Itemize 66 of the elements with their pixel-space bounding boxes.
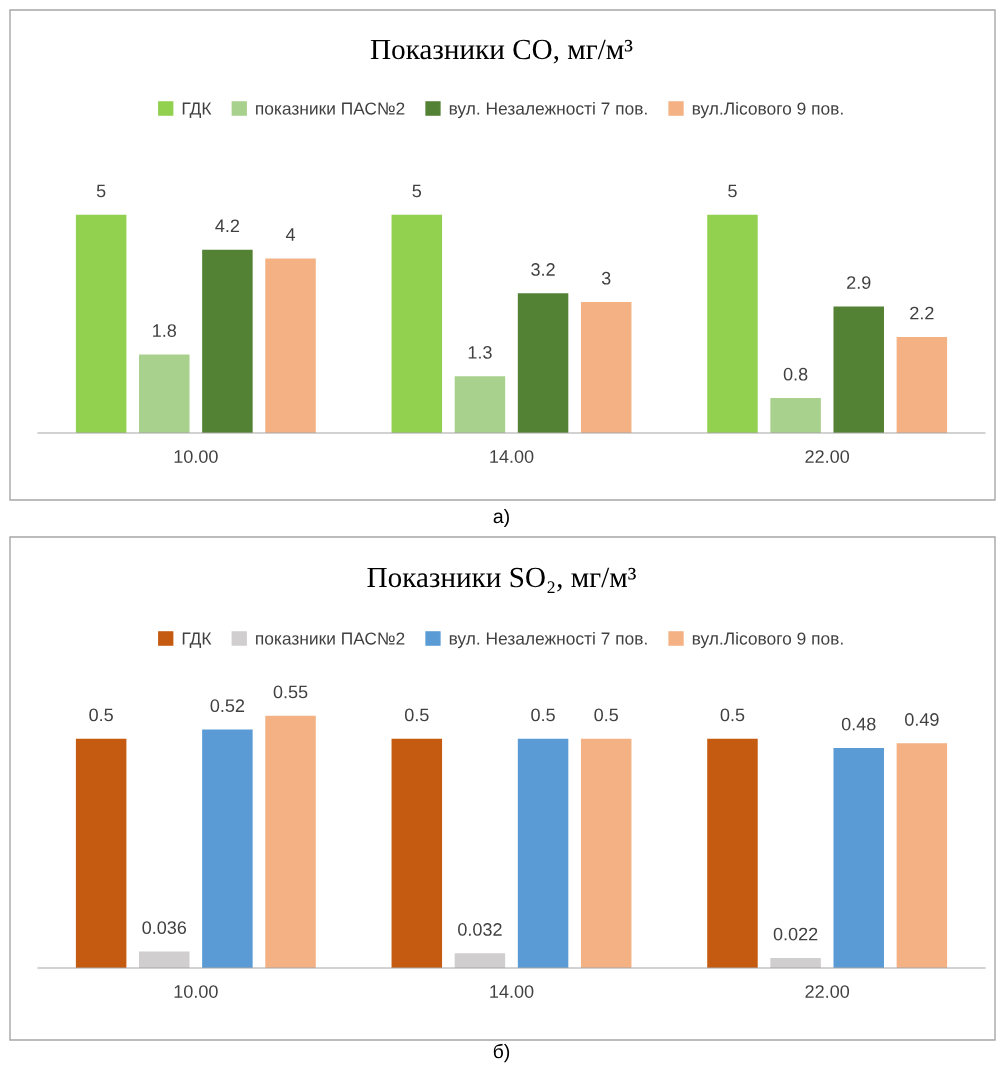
bar xyxy=(833,747,884,968)
x-tick-label: 14.00 xyxy=(490,985,534,998)
data-label: 5 xyxy=(412,184,422,198)
bar xyxy=(770,957,821,968)
data-label: 5 xyxy=(728,184,737,198)
bar xyxy=(265,258,316,433)
bar xyxy=(517,738,569,968)
legend-label: показники ПАС№2 xyxy=(256,632,405,645)
data-label: 0.52 xyxy=(210,699,245,713)
data-label: 1.8 xyxy=(153,324,177,337)
legend-label: показники ПАС№2 xyxy=(256,102,405,115)
data-label: 0.032 xyxy=(458,923,502,936)
bar xyxy=(517,293,569,433)
data-label: 0.5 xyxy=(404,708,429,722)
data-label: 0.022 xyxy=(773,927,818,941)
data-label: 5 xyxy=(96,184,106,198)
data-label: 3.2 xyxy=(531,263,555,276)
data-label: 2.2 xyxy=(910,306,934,320)
data-label: 0.55 xyxy=(273,685,308,699)
legend-label: вул. Незалежності 7 пов. xyxy=(449,631,647,649)
data-label: 0.036 xyxy=(142,921,187,935)
legend-label: вул. Незалежності 7 пов. xyxy=(449,101,647,119)
x-tick-label: 10.00 xyxy=(174,985,218,998)
data-label: 4.2 xyxy=(215,219,240,233)
text: а) xyxy=(493,508,509,528)
x-tick-label: 10.00 xyxy=(174,450,218,463)
bar xyxy=(770,398,821,433)
data-label: 3 xyxy=(601,271,611,285)
legend-label: вул.Лісового 9 пов. xyxy=(692,631,843,649)
bar xyxy=(75,214,127,433)
bar xyxy=(833,306,884,433)
data-label: 0.49 xyxy=(905,713,939,726)
bar xyxy=(896,336,948,433)
bar xyxy=(707,738,758,968)
data-label: 0.5 xyxy=(594,708,618,722)
bar xyxy=(202,249,253,433)
bar xyxy=(580,302,632,433)
data-label: 0.5 xyxy=(531,708,555,722)
bar xyxy=(265,715,316,968)
bar xyxy=(75,738,127,968)
bar xyxy=(139,951,190,968)
legend-label: ГДК xyxy=(182,632,212,648)
data-label: 0.5 xyxy=(89,708,113,722)
data-label: 2.9 xyxy=(847,276,871,289)
bar xyxy=(707,214,758,433)
x-tick-label: 14.00 xyxy=(490,450,534,463)
text: б) xyxy=(493,1043,510,1063)
chart-title: Показники CO, мг/м³ xyxy=(370,39,633,64)
bar xyxy=(896,743,948,968)
data-label: 4 xyxy=(285,228,296,241)
legend-label: вул.Лісового 9 пов. xyxy=(692,101,843,119)
data-label: 0.5 xyxy=(720,708,745,722)
data-label: 1.3 xyxy=(468,346,492,359)
x-tick-label: 22.00 xyxy=(805,985,850,998)
bar xyxy=(391,214,443,433)
x-tick-label: 22.00 xyxy=(805,450,850,463)
chart-title: Показники SO₂, мг/м³ xyxy=(367,567,636,593)
legend-label: ГДК xyxy=(182,102,212,118)
bar xyxy=(454,953,506,968)
bar xyxy=(580,738,632,968)
bar xyxy=(202,729,253,968)
bar xyxy=(391,738,443,968)
bar xyxy=(139,354,190,433)
data-label: 0.48 xyxy=(841,717,876,731)
data-label: 0.8 xyxy=(783,367,808,381)
bar xyxy=(454,376,506,433)
